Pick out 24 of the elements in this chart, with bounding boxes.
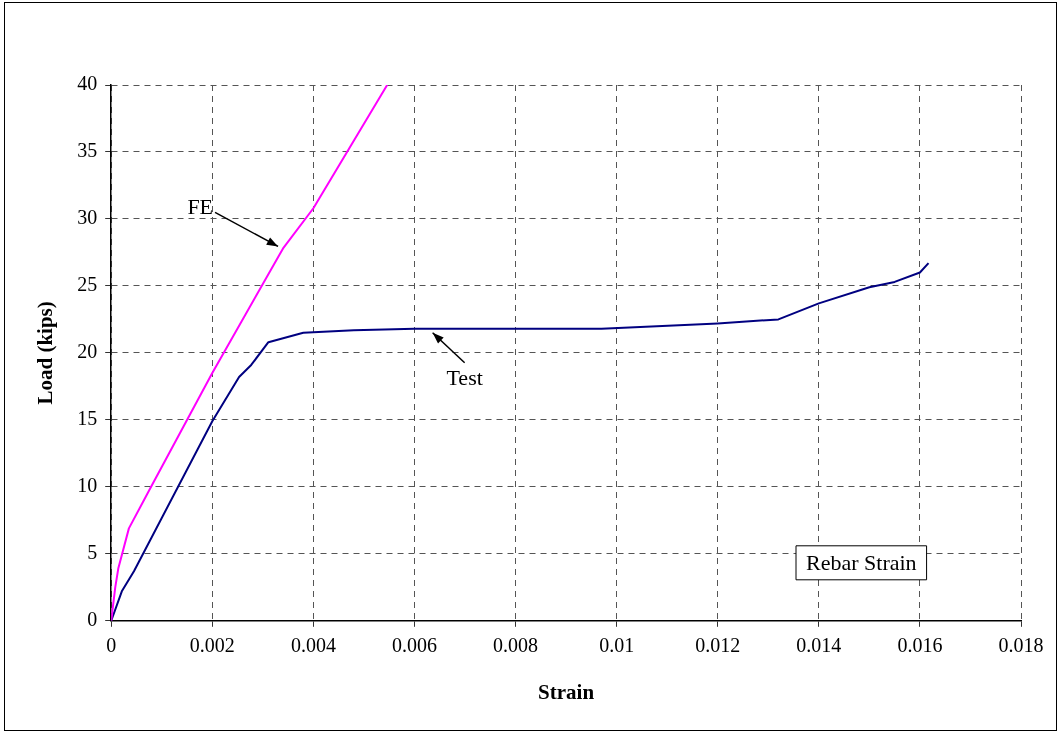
y-tick-label: 35 [77,139,98,162]
y-axis-title: Load (kips) [33,301,58,405]
x-tick-label: 0.016 [897,634,943,657]
annotation: Test [446,364,483,390]
annotation: FE [187,194,214,220]
x-tick-label: 0.002 [189,634,235,657]
x-tick-label: 0.008 [493,634,539,657]
y-tick-label: 10 [77,474,98,497]
x-axis-title: Strain [538,679,595,704]
x-tick-label: 0.004 [290,634,336,657]
x-tick-label: 0.018 [998,634,1044,657]
x-tick-label: 0.012 [695,634,741,657]
x-tick-label: 0.006 [391,634,437,657]
y-tick-label: 20 [77,340,98,363]
x-tick-label: 0.01 [599,634,635,657]
y-tick-label: 30 [77,206,98,229]
annotation: Rebar Strain [806,549,917,575]
y-tick-label: 5 [87,541,98,564]
y-tick-label: 15 [77,407,98,430]
y-tick-label: 40 [77,72,98,95]
y-tick-label: 0 [87,608,98,631]
x-tick-label: 0.014 [796,634,842,657]
y-tick-label: 25 [77,273,98,296]
x-tick-label: 0 [106,634,117,657]
